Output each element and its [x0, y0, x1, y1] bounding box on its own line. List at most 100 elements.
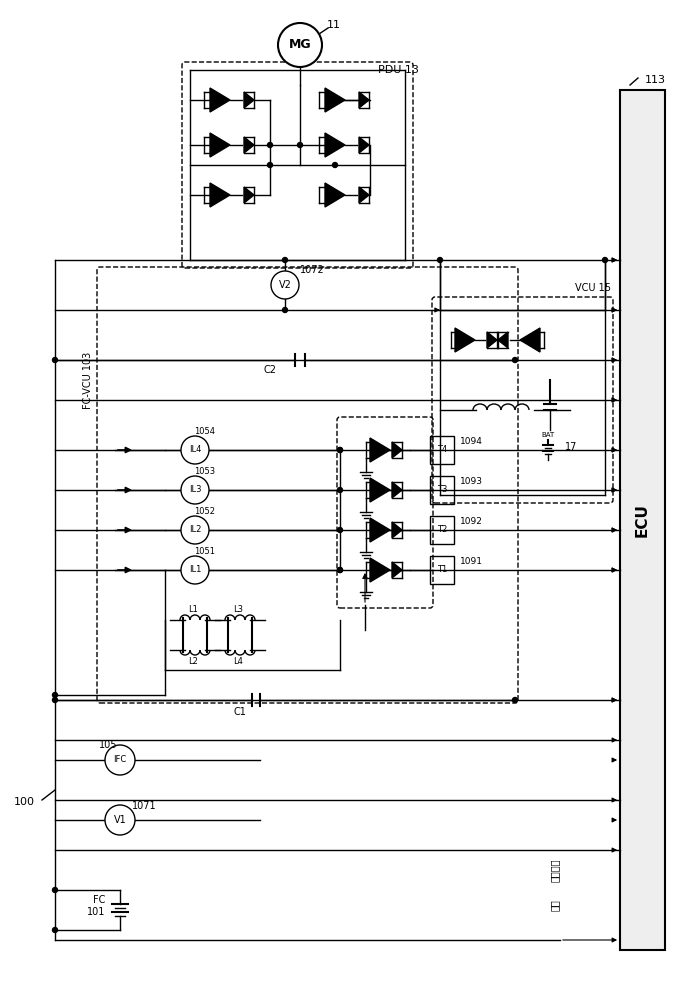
Text: ECU: ECU	[635, 503, 650, 537]
Text: 1092: 1092	[460, 518, 483, 526]
Text: 1093: 1093	[460, 478, 483, 487]
Polygon shape	[325, 88, 345, 112]
Polygon shape	[325, 183, 345, 207]
Circle shape	[181, 556, 209, 584]
Text: BAT: BAT	[542, 432, 555, 438]
Circle shape	[271, 271, 299, 299]
Circle shape	[513, 698, 517, 702]
Text: C1: C1	[234, 707, 247, 717]
Polygon shape	[244, 187, 254, 203]
Circle shape	[52, 358, 57, 362]
Circle shape	[333, 162, 338, 167]
Circle shape	[52, 698, 57, 702]
Circle shape	[181, 516, 209, 544]
Polygon shape	[498, 332, 508, 348]
Text: 1091: 1091	[460, 558, 483, 566]
Text: T1: T1	[437, 566, 447, 574]
Polygon shape	[325, 133, 345, 157]
Text: L3: L3	[233, 605, 243, 614]
Polygon shape	[455, 328, 475, 352]
Text: 信号: 信号	[550, 899, 560, 911]
Text: VCU 15: VCU 15	[575, 283, 611, 293]
Polygon shape	[392, 562, 402, 578]
Polygon shape	[244, 137, 254, 153]
Polygon shape	[359, 187, 369, 203]
Circle shape	[52, 692, 57, 698]
Bar	[430, 516, 454, 544]
Text: T2: T2	[437, 526, 447, 534]
Text: T4: T4	[437, 446, 447, 454]
Text: 1052: 1052	[194, 508, 216, 516]
Circle shape	[338, 528, 342, 532]
Text: PDU 13: PDU 13	[378, 65, 419, 75]
Text: L2: L2	[188, 658, 198, 666]
Polygon shape	[359, 137, 369, 153]
Text: 1054: 1054	[194, 428, 216, 436]
Polygon shape	[520, 328, 540, 352]
Text: 1071: 1071	[132, 801, 156, 811]
Text: IL4: IL4	[189, 446, 201, 454]
Circle shape	[267, 162, 273, 167]
Circle shape	[282, 308, 287, 312]
Text: IL3: IL3	[189, 486, 201, 494]
Polygon shape	[370, 438, 390, 462]
Bar	[430, 436, 454, 464]
Polygon shape	[370, 518, 390, 542]
Text: MG: MG	[289, 38, 311, 51]
Polygon shape	[210, 183, 230, 207]
Text: V1: V1	[114, 815, 126, 825]
Polygon shape	[244, 92, 254, 108]
Text: 电源开关: 电源开关	[550, 858, 560, 882]
Circle shape	[338, 568, 342, 572]
Text: T3: T3	[437, 486, 447, 494]
Circle shape	[298, 142, 302, 147]
Circle shape	[105, 745, 135, 775]
Circle shape	[338, 488, 342, 492]
Bar	[620, 90, 665, 950]
Text: 1051: 1051	[194, 548, 216, 556]
Polygon shape	[210, 133, 230, 157]
Circle shape	[338, 448, 342, 452]
Circle shape	[513, 358, 517, 362]
Circle shape	[181, 436, 209, 464]
Circle shape	[52, 928, 57, 932]
Polygon shape	[370, 558, 390, 582]
Text: 101: 101	[87, 907, 105, 917]
Polygon shape	[487, 332, 497, 348]
Text: V2: V2	[278, 280, 291, 290]
Text: L4: L4	[233, 658, 243, 666]
Text: 100: 100	[14, 797, 35, 807]
Circle shape	[105, 805, 135, 835]
Polygon shape	[359, 92, 369, 108]
Bar	[430, 476, 454, 504]
Polygon shape	[210, 88, 230, 112]
Circle shape	[181, 476, 209, 504]
Polygon shape	[370, 478, 390, 502]
Circle shape	[338, 568, 342, 572]
Text: FC: FC	[92, 895, 105, 905]
Polygon shape	[392, 442, 402, 458]
Circle shape	[338, 448, 342, 452]
Circle shape	[282, 257, 287, 262]
Text: IL2: IL2	[189, 526, 201, 534]
Circle shape	[278, 23, 322, 67]
Circle shape	[333, 142, 338, 147]
Circle shape	[52, 888, 57, 892]
Text: IL1: IL1	[189, 566, 201, 574]
Circle shape	[267, 142, 273, 147]
Circle shape	[438, 257, 442, 262]
Text: 113: 113	[645, 75, 666, 85]
Text: L1: L1	[188, 605, 198, 614]
Text: 17: 17	[565, 442, 577, 452]
Text: FC-VCU 103: FC-VCU 103	[83, 351, 93, 409]
Text: 1072: 1072	[300, 265, 325, 275]
Polygon shape	[392, 482, 402, 498]
Text: C2: C2	[263, 365, 276, 375]
Text: 1094: 1094	[460, 438, 483, 446]
Bar	[430, 556, 454, 584]
Text: IFC: IFC	[114, 756, 127, 764]
Text: 1053: 1053	[194, 468, 216, 477]
Polygon shape	[392, 522, 402, 538]
Text: 105: 105	[99, 740, 117, 750]
Circle shape	[602, 257, 608, 262]
